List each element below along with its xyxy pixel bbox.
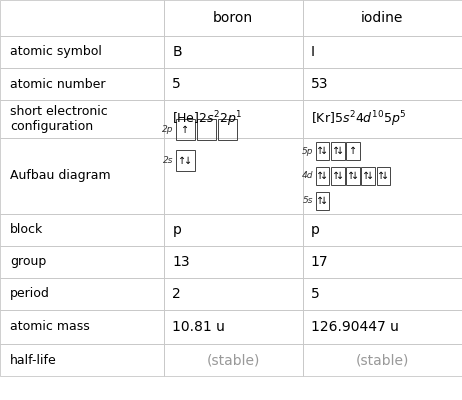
Bar: [0, 138, 164, 214]
Text: ↓: ↓: [351, 171, 359, 181]
Bar: [377, 167, 390, 185]
Text: ↓: ↓: [321, 171, 328, 181]
Bar: [303, 0, 462, 36]
Text: block: block: [10, 224, 43, 236]
Text: B: B: [172, 45, 182, 59]
Bar: [303, 36, 462, 68]
Text: 5: 5: [172, 77, 181, 91]
Text: ↓: ↓: [382, 171, 389, 181]
Bar: [164, 138, 303, 214]
Text: boron: boron: [213, 11, 253, 25]
Bar: [164, 246, 303, 278]
Bar: [331, 142, 345, 160]
Text: 5: 5: [311, 287, 320, 301]
Text: p: p: [311, 223, 320, 237]
Text: ↑: ↑: [349, 146, 357, 156]
Bar: [303, 278, 462, 310]
Bar: [316, 167, 329, 185]
Text: group: group: [10, 256, 46, 268]
Bar: [303, 138, 462, 214]
Bar: [303, 68, 462, 100]
Text: ↑: ↑: [316, 146, 324, 156]
Text: ↓: ↓: [184, 156, 192, 166]
Bar: [164, 0, 303, 36]
Text: ↑: ↑: [181, 125, 189, 135]
Bar: [197, 119, 216, 140]
Bar: [346, 142, 360, 160]
Bar: [303, 344, 462, 376]
Bar: [361, 167, 375, 185]
Text: 2s: 2s: [163, 156, 173, 165]
Text: 2p: 2p: [162, 125, 173, 134]
Bar: [303, 310, 462, 344]
Bar: [0, 214, 164, 246]
Text: I: I: [311, 45, 315, 59]
Bar: [0, 246, 164, 278]
Text: p: p: [172, 223, 181, 237]
Text: ↑: ↑: [377, 171, 385, 181]
Text: period: period: [10, 288, 50, 300]
Text: half-life: half-life: [10, 354, 57, 366]
Bar: [164, 214, 303, 246]
Bar: [164, 100, 303, 138]
Bar: [303, 246, 462, 278]
Text: [He]2$s^2$2$p^1$: [He]2$s^2$2$p^1$: [172, 109, 243, 129]
Bar: [0, 100, 164, 138]
Bar: [164, 36, 303, 68]
Bar: [176, 119, 195, 140]
Text: ↓: ↓: [321, 146, 328, 156]
Text: ↓: ↓: [321, 196, 328, 206]
Text: ↑: ↑: [347, 171, 355, 181]
Bar: [303, 100, 462, 138]
Bar: [0, 344, 164, 376]
Bar: [164, 310, 303, 344]
Text: 13: 13: [172, 255, 190, 269]
Bar: [346, 167, 360, 185]
Text: 5s: 5s: [303, 196, 313, 205]
Bar: [218, 119, 237, 140]
Text: 5p: 5p: [302, 147, 313, 156]
Text: ↑: ↑: [178, 156, 186, 166]
Text: 4d: 4d: [302, 172, 313, 180]
Text: 17: 17: [311, 255, 328, 269]
Text: iodine: iodine: [361, 11, 403, 25]
Bar: [0, 0, 164, 36]
Text: ↓: ↓: [336, 171, 344, 181]
Text: ↑: ↑: [332, 171, 340, 181]
Text: ↑: ↑: [316, 171, 324, 181]
Text: 53: 53: [311, 77, 328, 91]
Text: short electronic
configuration: short electronic configuration: [10, 105, 108, 133]
Text: atomic symbol: atomic symbol: [10, 46, 102, 58]
Text: (stable): (stable): [207, 353, 260, 367]
Bar: [164, 344, 303, 376]
Bar: [0, 310, 164, 344]
Bar: [316, 142, 329, 160]
Bar: [331, 167, 345, 185]
Text: ↓: ↓: [366, 171, 374, 181]
Bar: [164, 68, 303, 100]
Text: 126.90447 u: 126.90447 u: [311, 320, 399, 334]
Text: [Kr]5$s^2$4$d^{10}$5$p^5$: [Kr]5$s^2$4$d^{10}$5$p^5$: [311, 109, 407, 129]
Text: ↑: ↑: [362, 171, 370, 181]
Text: atomic mass: atomic mass: [10, 320, 90, 334]
Bar: [164, 278, 303, 310]
Text: atomic number: atomic number: [10, 78, 106, 90]
Text: ↑: ↑: [332, 146, 340, 156]
Text: Aufbau diagram: Aufbau diagram: [10, 170, 111, 182]
Text: ↑: ↑: [316, 196, 324, 206]
Bar: [176, 150, 195, 171]
Bar: [0, 36, 164, 68]
Bar: [0, 278, 164, 310]
Bar: [316, 192, 329, 210]
Text: ↓: ↓: [336, 146, 344, 156]
Bar: [0, 68, 164, 100]
Text: 10.81 u: 10.81 u: [172, 320, 225, 334]
Text: (stable): (stable): [356, 353, 409, 367]
Bar: [303, 214, 462, 246]
Text: 2: 2: [172, 287, 181, 301]
